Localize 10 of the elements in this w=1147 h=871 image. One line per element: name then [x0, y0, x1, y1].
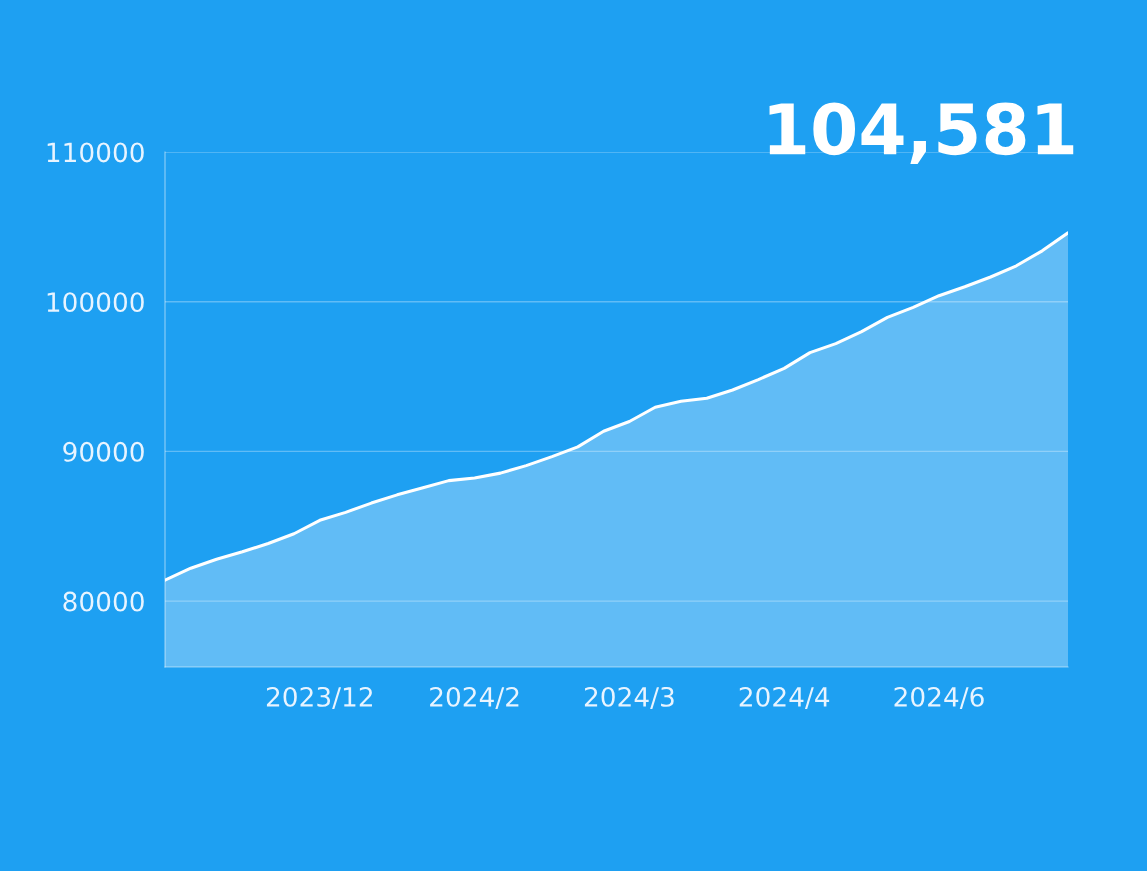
annotation: 104,581: [769, 102, 1074, 165]
y-tick-label: 80000: [63, 591, 144, 612]
x-tick-label: 2024/2: [430, 686, 519, 709]
y-tick-label: 90000: [63, 441, 144, 462]
x-tick-label: 2024/3: [584, 686, 674, 709]
y-tick-label: 110000: [47, 142, 144, 163]
x-tick-label: 2024/6: [894, 686, 984, 709]
y-tick-label: 100000: [47, 292, 144, 313]
x-tick-label: 2023/12: [266, 686, 372, 709]
x-tick-label: 2024/4: [739, 686, 830, 709]
